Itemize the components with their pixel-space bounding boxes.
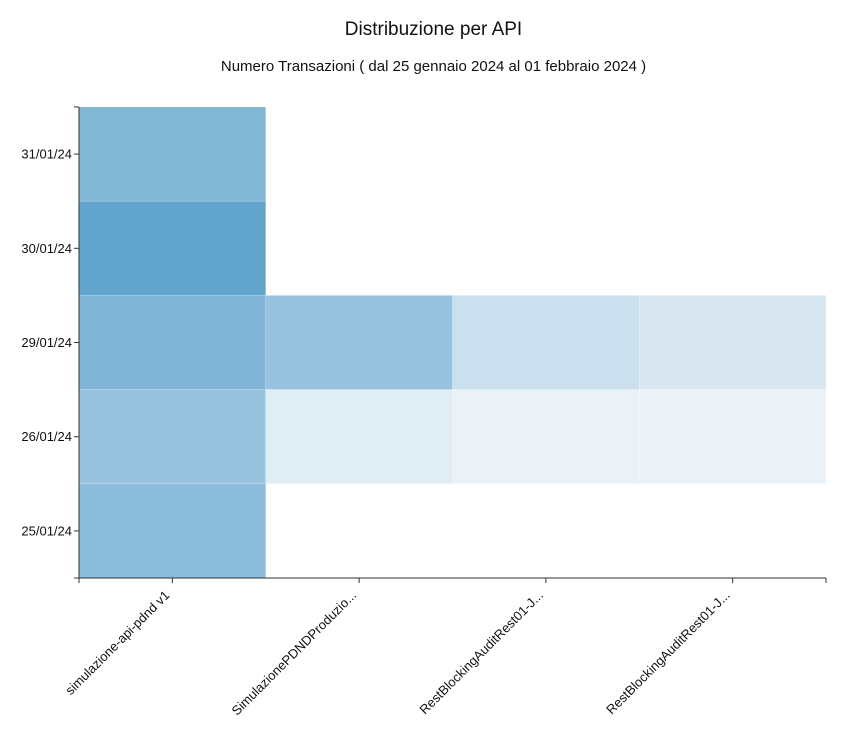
heatmap-cell[interactable]	[265, 389, 453, 485]
heatmap-cell[interactable]	[452, 389, 640, 485]
x-tick-label: RestBlockingAuditRest01-J...	[603, 588, 733, 718]
x-tick-label: RestBlockingAuditRest01-J...	[416, 588, 546, 718]
heatmap-cell[interactable]	[639, 389, 827, 485]
x-tick-label: simulazione-api-pdnd v1	[62, 588, 172, 698]
x-tick-label: SimulazionePDNDProduzio...	[229, 588, 360, 719]
heatmap-cell[interactable]	[78, 389, 266, 485]
heatmap-cell[interactable]	[78, 106, 266, 202]
heatmap-cell[interactable]	[639, 295, 827, 390]
heatmap-cell[interactable]	[452, 295, 640, 390]
heatmap-cell[interactable]	[78, 295, 266, 390]
heatmap-cell[interactable]	[265, 295, 453, 390]
heatmap-cell[interactable]	[78, 200, 266, 296]
y-axis: 31/01/24 30/01/24 29/01/24 26/01/24 25/01/24	[21, 106, 80, 579]
chart-subtitle: Numero Transazioni ( dal 25 gennaio 2024…	[220, 58, 647, 75]
heatmap-cell[interactable]	[78, 483, 266, 579]
y-tick-label: 31/01/24	[21, 147, 72, 162]
heatmap-cells	[78, 106, 827, 579]
x-axis: simulazione-api-pdnd v1 SimulazionePDNDPr…	[62, 577, 827, 719]
y-tick-label: 30/01/24	[21, 241, 72, 256]
chart-title: Distribuzione per API	[344, 19, 523, 40]
y-tick-label: 26/01/24	[21, 429, 72, 444]
y-tick-label: 25/01/24	[21, 523, 72, 538]
y-tick-label: 29/01/24	[21, 335, 72, 350]
